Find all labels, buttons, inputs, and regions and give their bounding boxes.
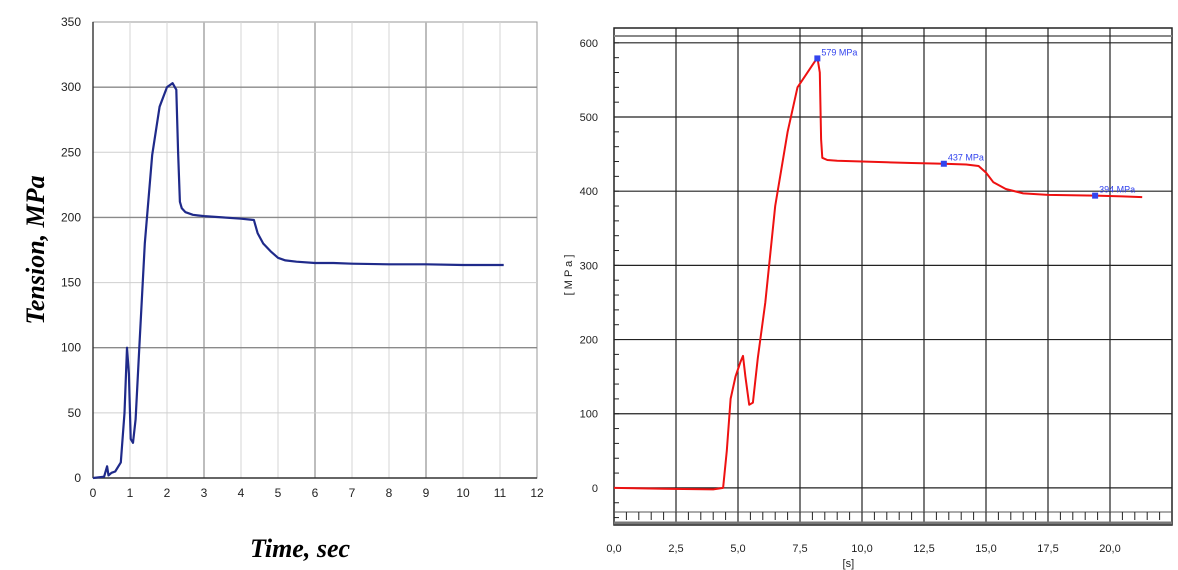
x-tick-label: 2 <box>164 486 171 500</box>
y-tick-label: 300 <box>580 260 598 272</box>
x-tick-label: 10,0 <box>851 543 872 555</box>
y-tick-label: 100 <box>580 409 598 421</box>
x-tick-label: 4 <box>238 486 245 500</box>
x-axis-title: Time, sec <box>250 534 351 563</box>
x-tick-label: 11 <box>494 486 507 500</box>
y-tick-label: 600 <box>580 38 598 50</box>
x-tick-label: 15,0 <box>975 543 996 555</box>
peak-marker <box>1092 192 1099 199</box>
x-tick-label: 0,0 <box>606 543 621 555</box>
x-tick-label: 3 <box>201 486 208 500</box>
y-tick-label: 300 <box>61 80 81 94</box>
x-tick-label: 17,5 <box>1037 543 1058 555</box>
plot-area <box>613 27 1173 526</box>
y-tick-label: 200 <box>580 335 598 347</box>
y-tick-label: 150 <box>61 276 81 290</box>
y-tick-label: 400 <box>580 186 598 198</box>
x-tick-label: 8 <box>386 486 393 500</box>
peak-marker <box>940 160 947 167</box>
x-tick-label: 5,0 <box>730 543 745 555</box>
x-tick-label: 12 <box>530 486 544 500</box>
x-tick-label: 20,0 <box>1099 543 1120 555</box>
x-tick-label: 0 <box>90 486 97 500</box>
y-tick-label: 100 <box>61 341 81 355</box>
y-tick-label: 50 <box>68 406 82 420</box>
y-tick-label: 250 <box>61 145 81 159</box>
stress-chart-right: 0,0 2,5 5,0 7,5 10,0 12,5 15,0 17,5 20,0 0 100 200 3… <box>563 27 1173 570</box>
y-tick-label: 0 <box>592 483 598 495</box>
x-tick-label: 12,5 <box>913 543 934 555</box>
peak-annotation-label: 437 MPa <box>948 153 984 163</box>
peak-annotation-label: 579 MPa <box>821 47 857 57</box>
x-tick-label: 7 <box>349 486 356 500</box>
x-axis-title: [s] <box>843 558 855 570</box>
y-tick-label: 0 <box>74 471 81 485</box>
x-tick-label: 6 <box>312 486 319 500</box>
tension-chart-left: 0 1 2 3 4 5 6 7 8 9 10 11 12050100150200250300350Tim… <box>21 15 544 563</box>
tension-series-line <box>92 82 504 480</box>
peak-annotation-label: 394 MPa <box>1099 185 1135 195</box>
y-tick-label: 500 <box>580 112 598 124</box>
x-tick-label: 9 <box>423 486 430 500</box>
x-tick-label: 5 <box>275 486 282 500</box>
y-axis-title: [ M P a ] <box>563 255 575 296</box>
y-tick-label: 200 <box>61 210 81 224</box>
y-axis-title: Tension, MPa <box>21 175 50 324</box>
peak-marker <box>814 55 821 62</box>
x-tick-label: 2,5 <box>668 543 683 555</box>
y-tick-label: 350 <box>61 15 81 29</box>
x-tick-label: 7,5 <box>792 543 807 555</box>
x-tick-label: 10 <box>456 486 470 500</box>
x-tick-label: 1 <box>127 486 134 500</box>
